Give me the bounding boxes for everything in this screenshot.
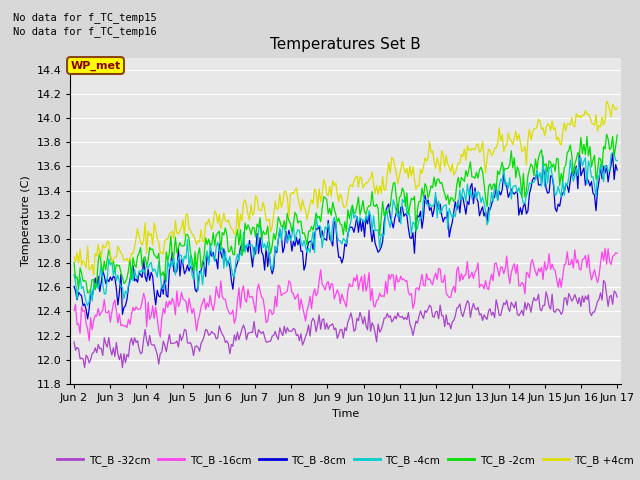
Title: Temperatures Set B: Temperatures Set B: [270, 37, 421, 52]
Text: WP_met: WP_met: [70, 60, 121, 71]
Text: No data for f_TC_temp16: No data for f_TC_temp16: [13, 26, 157, 37]
Legend: TC_B -32cm, TC_B -16cm, TC_B -8cm, TC_B -4cm, TC_B -2cm, TC_B +4cm: TC_B -32cm, TC_B -16cm, TC_B -8cm, TC_B …: [53, 451, 638, 470]
Y-axis label: Temperature (C): Temperature (C): [21, 175, 31, 266]
X-axis label: Time: Time: [332, 408, 359, 419]
Text: No data for f_TC_temp15: No data for f_TC_temp15: [13, 12, 157, 23]
